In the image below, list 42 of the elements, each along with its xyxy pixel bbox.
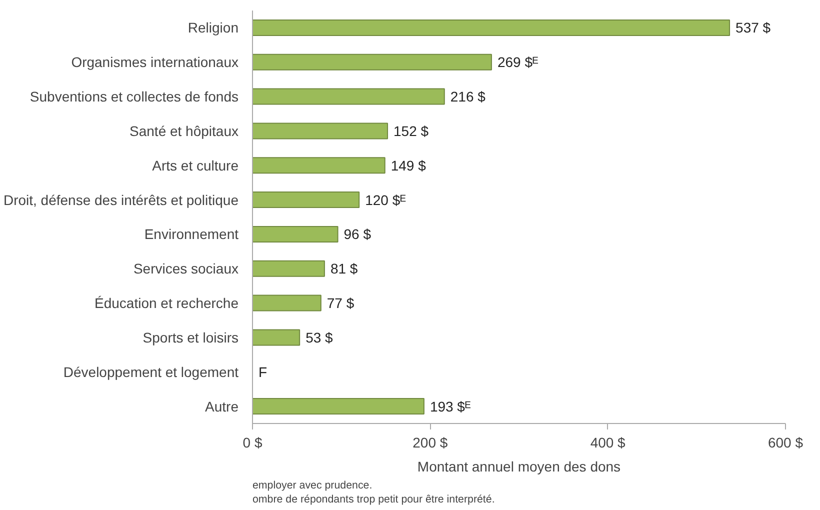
y-tick-label: Éducation et recherche — [94, 295, 239, 312]
y-tick-label: Droit, défense des intérêts et politique — [3, 192, 239, 208]
bar — [252, 19, 730, 36]
bar — [252, 122, 388, 140]
bar — [252, 294, 322, 312]
y-tick-label: Arts et culture — [152, 157, 239, 174]
bar — [252, 260, 325, 277]
data-label: 96 $ — [344, 226, 372, 242]
y-tick-label: Santé et hôpitaux — [130, 122, 239, 139]
bar — [252, 192, 360, 208]
data-label: 152 $ — [394, 122, 429, 139]
y-tick-label: Environnement — [144, 226, 239, 242]
y-tick-label: Sports et loisirs — [142, 329, 239, 346]
data-label: 81 $ — [330, 260, 358, 277]
y-tick-label: Subventions et collectes de fonds — [30, 88, 238, 105]
x-tick-label: 400 $ — [590, 434, 626, 450]
x-tick-label: 200 $ — [412, 434, 448, 450]
data-label: 53 $ — [306, 329, 334, 346]
bar — [252, 54, 492, 70]
data-label: 120 $ᴱ — [365, 192, 406, 208]
bar — [252, 157, 386, 174]
data-label: 149 $ — [390, 157, 426, 174]
text: employer avec prudence. — [252, 480, 372, 492]
bar — [252, 88, 445, 105]
y-tick-label: Autre — [205, 398, 239, 414]
data-label: 77 $ — [326, 295, 354, 312]
data-label: 193 $ᴱ — [430, 398, 471, 414]
x-axis-title: Montant annuel moyen des dons — [417, 458, 621, 474]
data-label: 537 $ — [736, 20, 771, 36]
bar — [252, 398, 424, 415]
data-label: 216 $ — [450, 88, 486, 105]
data-label: 269 $ᴱ — [497, 54, 538, 70]
bar — [252, 329, 300, 346]
y-tick-label: Services sociaux — [133, 260, 239, 277]
x-tick-label: 0 $ — [242, 434, 262, 450]
x-tick-label: 600 $ — [768, 434, 804, 450]
text: ombre de répondants trop petit pour être interprété. — [252, 494, 495, 506]
y-tick-label: Développement et logement — [63, 364, 239, 380]
y-tick-label: Religion — [188, 20, 239, 36]
y-tick-label: Organismes internationaux — [71, 54, 239, 70]
bar — [252, 226, 338, 242]
text: F — [258, 364, 268, 380]
